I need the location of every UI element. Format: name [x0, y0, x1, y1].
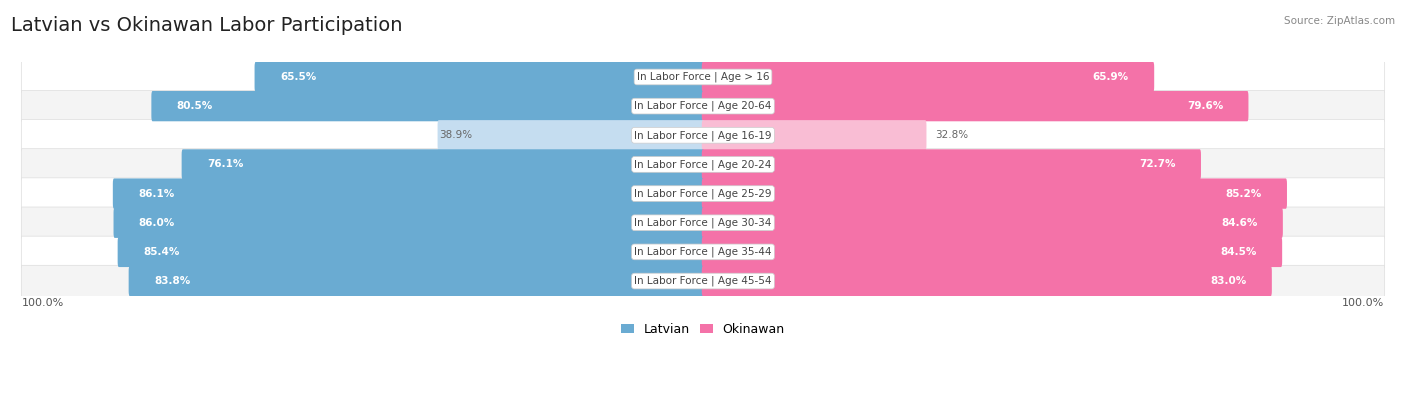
Text: 80.5%: 80.5% [177, 101, 212, 111]
FancyBboxPatch shape [702, 179, 1286, 209]
Text: 100.0%: 100.0% [1341, 298, 1384, 308]
Text: In Labor Force | Age 30-34: In Labor Force | Age 30-34 [634, 218, 772, 228]
FancyBboxPatch shape [21, 90, 1385, 122]
Text: 83.8%: 83.8% [155, 276, 190, 286]
FancyBboxPatch shape [21, 120, 1385, 151]
Text: 72.7%: 72.7% [1139, 160, 1175, 169]
FancyBboxPatch shape [254, 62, 704, 92]
Legend: Latvian, Okinawan: Latvian, Okinawan [616, 318, 790, 341]
Text: 65.9%: 65.9% [1092, 72, 1129, 82]
Text: 84.5%: 84.5% [1220, 247, 1257, 257]
Text: In Labor Force | Age > 16: In Labor Force | Age > 16 [637, 72, 769, 82]
FancyBboxPatch shape [702, 120, 927, 150]
Text: 76.1%: 76.1% [207, 160, 243, 169]
FancyBboxPatch shape [21, 236, 1385, 268]
Text: 86.1%: 86.1% [138, 188, 174, 199]
FancyBboxPatch shape [702, 149, 1201, 180]
Text: 79.6%: 79.6% [1187, 101, 1223, 111]
FancyBboxPatch shape [21, 178, 1385, 209]
FancyBboxPatch shape [118, 237, 704, 267]
FancyBboxPatch shape [437, 120, 704, 150]
FancyBboxPatch shape [181, 149, 704, 180]
Text: 86.0%: 86.0% [139, 218, 176, 228]
FancyBboxPatch shape [702, 62, 1154, 92]
Text: In Labor Force | Age 25-29: In Labor Force | Age 25-29 [634, 188, 772, 199]
FancyBboxPatch shape [114, 208, 704, 238]
FancyBboxPatch shape [21, 149, 1385, 180]
Text: 83.0%: 83.0% [1211, 276, 1247, 286]
Text: Latvian vs Okinawan Labor Participation: Latvian vs Okinawan Labor Participation [11, 16, 402, 35]
Text: In Labor Force | Age 35-44: In Labor Force | Age 35-44 [634, 246, 772, 257]
Text: In Labor Force | Age 16-19: In Labor Force | Age 16-19 [634, 130, 772, 141]
FancyBboxPatch shape [21, 265, 1385, 297]
Text: Source: ZipAtlas.com: Source: ZipAtlas.com [1284, 16, 1395, 26]
Text: 38.9%: 38.9% [439, 130, 472, 140]
FancyBboxPatch shape [21, 61, 1385, 93]
FancyBboxPatch shape [129, 266, 704, 296]
Text: 85.4%: 85.4% [143, 247, 180, 257]
Text: 100.0%: 100.0% [22, 298, 65, 308]
Text: In Labor Force | Age 45-54: In Labor Force | Age 45-54 [634, 276, 772, 286]
FancyBboxPatch shape [702, 91, 1249, 121]
Text: In Labor Force | Age 20-24: In Labor Force | Age 20-24 [634, 159, 772, 170]
Text: 85.2%: 85.2% [1226, 188, 1261, 199]
FancyBboxPatch shape [21, 207, 1385, 239]
FancyBboxPatch shape [702, 208, 1282, 238]
FancyBboxPatch shape [152, 91, 704, 121]
Text: 65.5%: 65.5% [280, 72, 316, 82]
FancyBboxPatch shape [702, 237, 1282, 267]
FancyBboxPatch shape [112, 179, 704, 209]
Text: 32.8%: 32.8% [935, 130, 969, 140]
FancyBboxPatch shape [702, 266, 1272, 296]
Text: In Labor Force | Age 20-64: In Labor Force | Age 20-64 [634, 101, 772, 111]
Text: 84.6%: 84.6% [1222, 218, 1257, 228]
